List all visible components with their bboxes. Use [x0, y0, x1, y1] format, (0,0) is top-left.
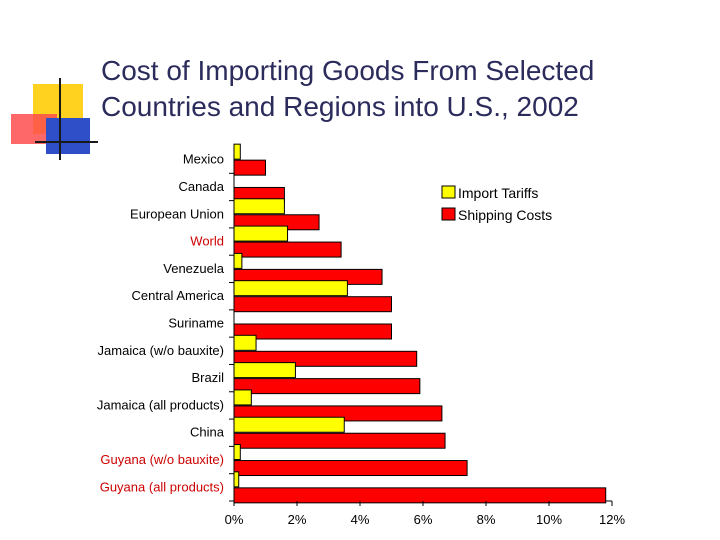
title-line-1: Cost of Importing Goods From Selected — [101, 55, 595, 86]
y-tick-label: World — [190, 234, 224, 249]
shipping-bar — [233, 241, 342, 258]
slide-title: Cost of Importing Goods From Selected Co… — [101, 53, 701, 125]
y-tick-label: Brazil — [191, 370, 224, 385]
x-tick-label: 6% — [414, 512, 433, 527]
legend-label: Import Tariffs — [458, 185, 538, 201]
tariff-bar — [233, 416, 345, 433]
shipping-bar — [233, 487, 607, 504]
x-tick-label: 12% — [599, 512, 625, 527]
tariff-bar — [233, 143, 241, 160]
x-tick-label: 4% — [351, 512, 370, 527]
y-tick-label: Guyana (w/o bauxite) — [100, 452, 224, 467]
y-tick-label: Jamaica (all products) — [97, 397, 224, 412]
x-tick-label: 0% — [225, 512, 244, 527]
tariff-bar — [233, 444, 241, 461]
shipping-bar — [233, 323, 392, 340]
x-tick-label: 8% — [477, 512, 496, 527]
y-tick-label: China — [190, 425, 225, 440]
legend-swatch — [441, 185, 456, 199]
x-tick-label: 2% — [288, 512, 307, 527]
tariff-bar — [233, 389, 252, 406]
y-tick-label: Guyana (all products) — [100, 479, 224, 494]
tariff-bar — [233, 198, 285, 215]
title-line-2: Countries and Regions into U.S., 2002 — [101, 91, 579, 122]
tariff-bar — [233, 280, 348, 297]
x-tick-label: 10% — [536, 512, 562, 527]
y-tick-label: Canada — [178, 179, 224, 194]
deco-blue-square — [46, 118, 90, 154]
y-tick-label: Central America — [132, 288, 225, 303]
y-tick-label: Mexico — [183, 152, 224, 167]
tariff-bar — [233, 334, 257, 351]
y-tick-label: Suriname — [168, 316, 224, 331]
tariff-bar — [233, 225, 289, 242]
legend-swatch — [441, 207, 456, 221]
y-tick-label: Jamaica (w/o bauxite) — [98, 343, 224, 358]
tariff-bar — [233, 362, 296, 379]
tariff-bar — [233, 471, 240, 488]
shipping-bar — [233, 378, 421, 395]
y-tick-label: European Union — [130, 206, 224, 221]
tariff-bar — [233, 252, 243, 269]
shipping-bar — [233, 432, 446, 449]
y-tick-label: Venezuela — [163, 261, 224, 276]
shipping-bar — [233, 159, 266, 176]
shipping-bar — [233, 460, 468, 477]
shipping-bar — [233, 296, 392, 313]
legend-label: Shipping Costs — [458, 207, 552, 223]
